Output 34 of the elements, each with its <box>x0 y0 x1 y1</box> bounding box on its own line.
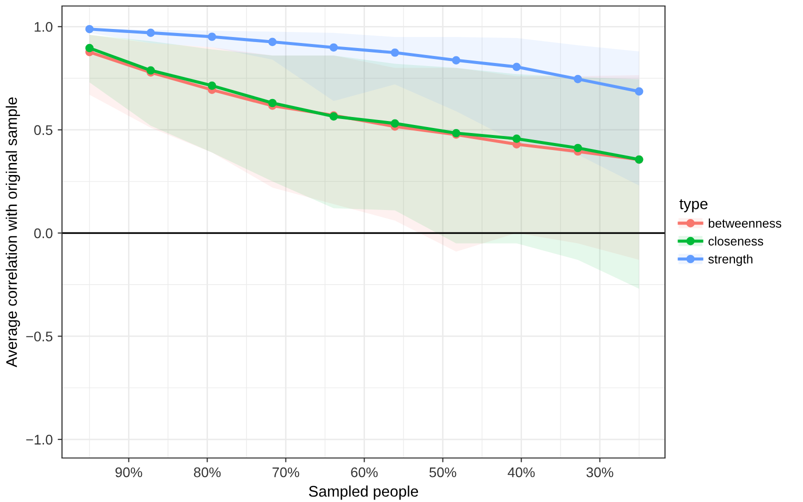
point <box>208 82 216 90</box>
y-tick-label: −0.5 <box>26 332 52 342</box>
point <box>512 134 521 143</box>
point <box>85 24 94 34</box>
x-tick-label: 70% <box>272 467 300 478</box>
point <box>85 44 94 52</box>
point <box>574 74 582 84</box>
legend-label: closeness <box>708 236 764 246</box>
y-tick-label: −1.0 <box>26 434 52 445</box>
point <box>574 144 582 152</box>
legend-title: type <box>679 199 708 212</box>
x-tick-label: 60% <box>351 467 378 478</box>
point <box>390 48 400 57</box>
legend-label: strength <box>708 254 752 266</box>
point <box>329 43 338 52</box>
x-tick-label: 90% <box>115 467 142 478</box>
x-tick-label: 40% <box>508 467 535 478</box>
x-axis-title: Sampled people <box>308 486 418 500</box>
y-tick-label: 1.0 <box>34 22 52 32</box>
legend-label: betweenness <box>708 218 782 228</box>
y-axis-title: Average correlation with original sample <box>6 97 20 368</box>
point <box>452 56 460 64</box>
x-tick-label: 50% <box>429 467 456 478</box>
y-tick-label: 0.0 <box>34 228 52 238</box>
x-tick-label: 80% <box>194 467 221 478</box>
point <box>512 62 521 72</box>
point <box>634 87 644 96</box>
point <box>268 98 277 108</box>
point <box>268 38 277 46</box>
x-tick-label: 30% <box>586 467 614 478</box>
point <box>208 32 216 41</box>
point <box>146 28 155 37</box>
point <box>390 119 400 128</box>
y-tick-label: 0.5 <box>34 125 52 136</box>
